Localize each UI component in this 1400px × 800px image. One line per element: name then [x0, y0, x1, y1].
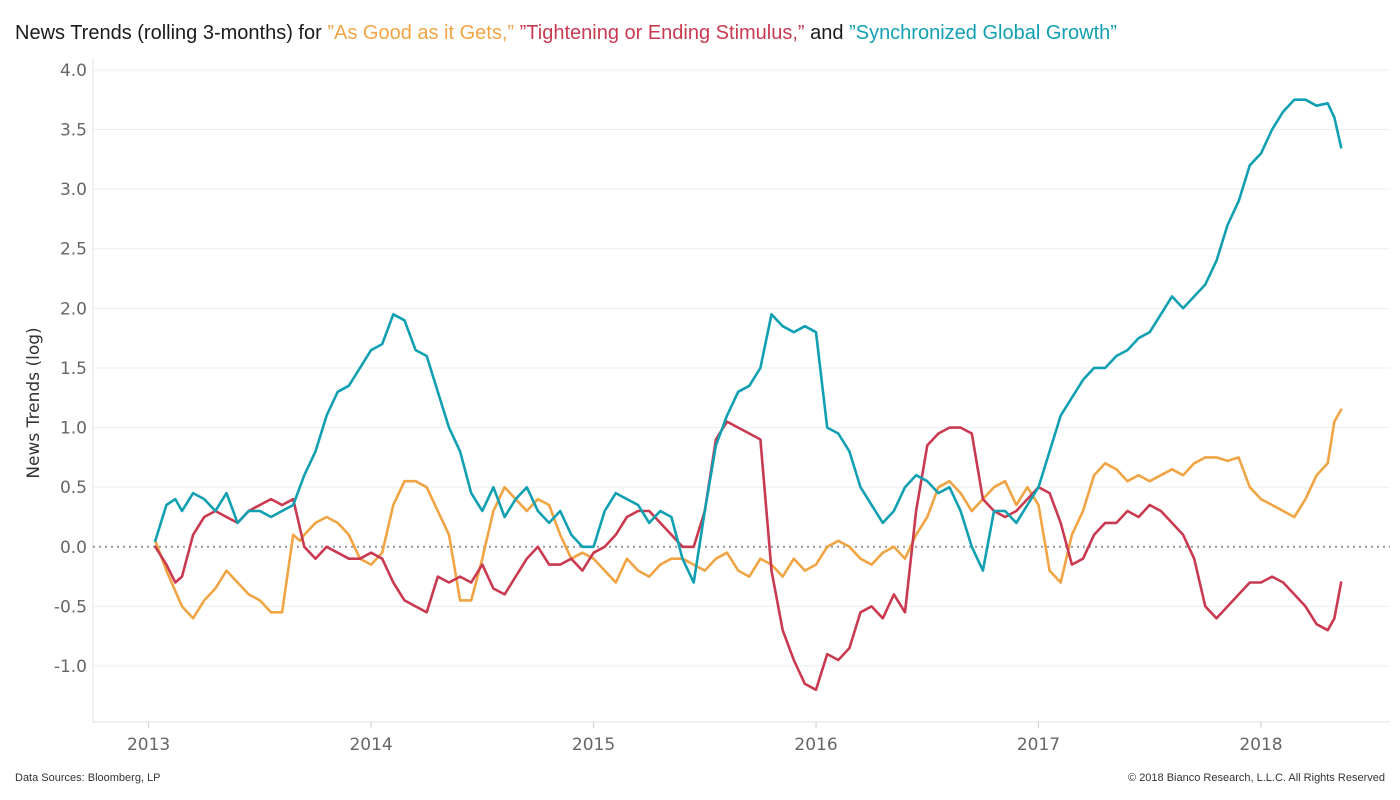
title-series-3: ”Synchronized Global Growth” — [849, 22, 1117, 44]
x-tick-label: 2018 — [1239, 735, 1282, 755]
y-tick-label: -0.5 — [54, 597, 87, 617]
y-tick-label: 2.5 — [60, 240, 87, 260]
y-tick-label: 0.0 — [60, 538, 87, 558]
title-series-1: ”As Good as it Gets,” — [327, 22, 515, 44]
y-tick-label: 3.5 — [60, 121, 87, 141]
x-tick-label: 2017 — [1017, 735, 1060, 755]
y-axis-ticks: 4.0 3.5 3.0 2.5 2.0 1.5 1.0 0.5 0.0 -0.5 -1.0 — [54, 61, 87, 677]
y-tick-label: 1.0 — [60, 419, 87, 439]
grid-lines — [93, 69, 1390, 667]
y-tick-label: 2.0 — [60, 299, 87, 319]
footer-copyright: © 2018 Bianco Research, L.L.C. All Right… — [1128, 772, 1385, 784]
y-tick-label: -1.0 — [54, 657, 87, 677]
x-tick-label: 2013 — [127, 735, 170, 755]
footer-source: Data Sources: Bloomberg, LP — [15, 772, 161, 784]
title-prefix: News Trends (rolling 3-months) for — [15, 22, 328, 44]
title-series-2: ”Tightening or Ending Stimulus,” — [519, 22, 805, 44]
y-axis-title: News Trends (log) — [24, 327, 44, 478]
line-chart: 4.0 3.5 3.0 2.5 2.0 1.5 1.0 0.5 0.0 -0.5 -1.0 2013… — [24, 58, 1390, 755]
title-mid: and — [804, 22, 850, 44]
series-line-1 — [154, 408, 1343, 620]
y-tick-label: 0.5 — [60, 478, 87, 498]
y-tick-label: 1.5 — [60, 359, 87, 379]
x-axis-ticks: 2013 2014 2015 2016 2017 2018 — [127, 722, 1283, 755]
series-lines — [154, 98, 1343, 692]
x-tick-label: 2014 — [349, 735, 392, 755]
y-tick-label: 4.0 — [60, 61, 87, 81]
y-tick-label: 3.0 — [60, 180, 87, 200]
x-tick-label: 2016 — [794, 735, 837, 755]
series-line-3 — [154, 98, 1343, 584]
chart-title: News Trends (rolling 3-months) for ”As G… — [15, 22, 1117, 45]
x-tick-label: 2015 — [572, 735, 615, 755]
series-line-2 — [154, 420, 1343, 692]
